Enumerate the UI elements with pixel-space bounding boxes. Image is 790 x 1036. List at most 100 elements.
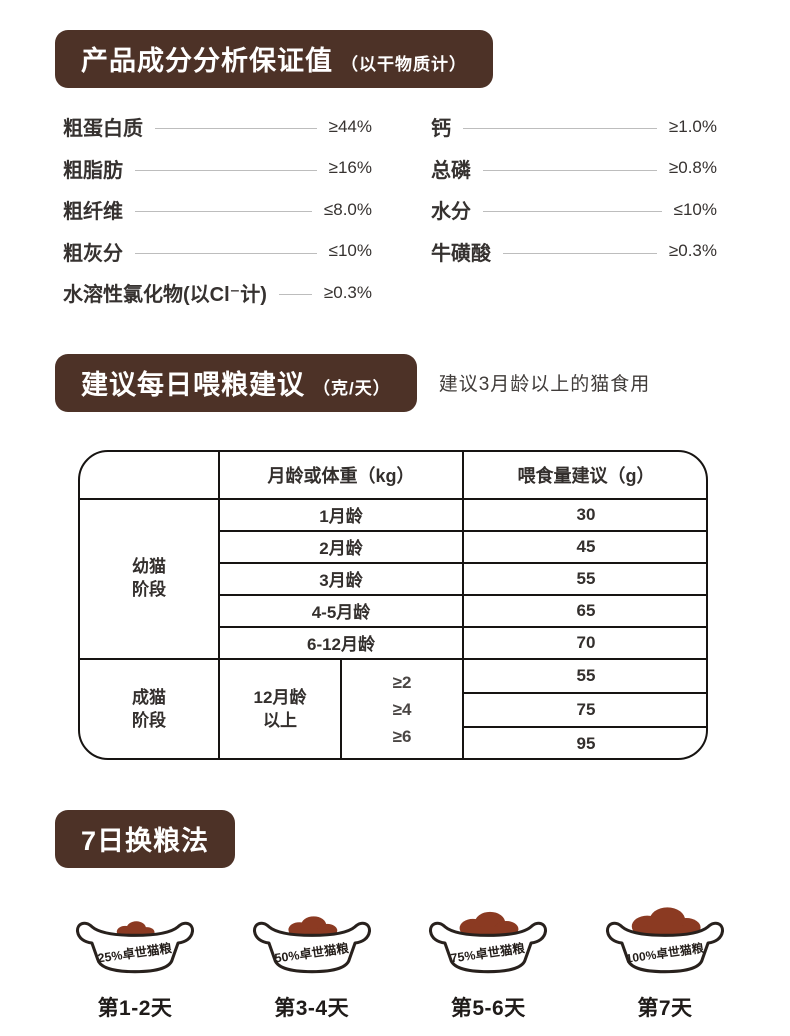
leader-line (278, 294, 312, 296)
pet-bowl-icon: 100%卓世猫粮 (606, 906, 724, 973)
age-line: 12月龄 (253, 687, 307, 707)
age-cell: 6-12月龄 (217, 625, 465, 660)
nutrient-label: 水溶性氯化物(以Cl⁻计) (63, 284, 267, 307)
table-header-row: 月龄或体重（kg） 喂食量建议（g） (80, 451, 706, 500)
nutrient-row-crude-fat: 粗脂肪 ≥16% (63, 148, 372, 190)
stage-line: 阶段 (132, 710, 166, 730)
stage-line: 阶段 (132, 579, 166, 599)
feeding-table: 月龄或体重（kg） 喂食量建议（g） 幼猫 阶段 1月龄 30 2月龄 45 3… (78, 449, 708, 760)
leader-line (463, 128, 657, 130)
adult-stage-cell: 成猫 阶段 (80, 657, 220, 758)
nutrient-row-chloride: 水溶性氯化物(以Cl⁻计) ≥0.3% (63, 272, 372, 314)
header-stage-cell (80, 451, 220, 500)
table-row: 成猫 阶段 12月龄 以上 ≥2 ≥4 ≥6 55 (80, 657, 706, 758)
feeding-note: 建议3月龄以上的猫食用 (438, 374, 651, 395)
nutrient-row-crude-protein: 粗蛋白质 ≥44% (63, 106, 372, 148)
bowl-outline (606, 921, 724, 973)
pet-bowl-icon: 75%卓世猫粮 (429, 911, 548, 973)
feeding-section: 建议每日喂粮建议 （克/天） 建议3月龄以上的猫食用 月龄或体重（kg） 喂食量… (0, 353, 790, 760)
weight-line: ≥6 (392, 727, 412, 747)
day-label: 第7天 (637, 996, 693, 1020)
table-row: 2月龄 45 (80, 529, 706, 564)
leader-line (155, 128, 317, 130)
nutrient-row-crude-fiber: 粗纤维 ≤8.0% (63, 189, 372, 231)
leader-line (135, 252, 317, 254)
nutrient-value: ≥0.3% (668, 241, 717, 261)
amount-cell: 55 (462, 561, 706, 596)
bowl-day-1-2: 25%卓世猫粮 第1-2天 (60, 898, 210, 1022)
nutrient-label: 粗脂肪 (63, 159, 123, 182)
table-row: 4-5月龄 65 (80, 593, 706, 628)
leader-line (503, 252, 657, 254)
feeding-table-grid: 月龄或体重（kg） 喂食量建议（g） 幼猫 阶段 1月龄 30 2月龄 45 3… (80, 451, 706, 758)
table-row: 6-12月龄 70 (80, 625, 706, 660)
header-age-weight-cell: 月龄或体重（kg） (217, 451, 465, 500)
nutrient-grid: 粗蛋白质 ≥44% 粗脂肪 ≥16% 粗纤维 ≤8.0% 粗灰分 ≤10% 水溶… (63, 106, 790, 314)
stage-line: 成猫 (132, 687, 166, 707)
nutrient-label: 粗纤维 (63, 201, 123, 224)
bowl-outline (252, 921, 371, 973)
leader-line (483, 169, 657, 171)
bowl-outline (76, 921, 194, 973)
nutrient-label: 粗蛋白质 (63, 118, 143, 141)
nutrient-row-phosphorus: 总磷 ≥0.8% (431, 148, 717, 190)
bowl-day-7: 100%卓世猫粮 第7天 (590, 898, 740, 1022)
nutrient-list-left: 粗蛋白质 ≥44% 粗脂肪 ≥16% 粗纤维 ≤8.0% 粗灰分 ≤10% 水溶… (63, 106, 372, 314)
weight-line: ≥4 (392, 699, 412, 719)
bowl-day-5-6: 75%卓世猫粮 第5-6天 (413, 898, 563, 1022)
day-label: 第3-4天 (274, 996, 350, 1020)
pet-bowl-icon: 25%卓世猫粮 (76, 920, 194, 973)
nutrient-label: 粗灰分 (63, 242, 123, 265)
nutrient-label: 水分 (431, 201, 471, 224)
nutrient-value: ≥0.3% (323, 282, 372, 302)
amount-cell: 30 (462, 497, 706, 532)
amount-cell: 55 (462, 657, 706, 694)
stage-line: 幼猫 (132, 556, 166, 576)
analysis-banner: 产品成分分析保证值 （以干物质计） (55, 30, 493, 88)
feeding-banner-row: 建议每日喂粮建议 （克/天） 建议3月龄以上的猫食用 (55, 353, 790, 412)
nutrient-value: ≤10% (328, 241, 372, 261)
age-cell: 2月龄 (217, 529, 465, 564)
nutrient-list-right: 钙 ≥1.0% 总磷 ≥0.8% 水分 ≤10% 牛磺酸 ≥0.3% (431, 106, 717, 314)
transition-banner-title: 7日换粮法 (81, 825, 210, 856)
amount-cell: 65 (462, 593, 706, 628)
age-cell: 3月龄 (217, 561, 465, 596)
age-line: 以上 (263, 710, 297, 730)
nutrient-value: ≥0.8% (668, 158, 717, 178)
transition-section: 7日换粮法 25%卓世猫粮 第1-2天 (0, 809, 790, 1022)
adult-age-cell: 12月龄 以上 (218, 657, 342, 758)
day-label: 第5-6天 (450, 996, 526, 1020)
bowl-day-3-4: 50%卓世猫粮 第3-4天 (237, 898, 387, 1022)
nutrient-value: ≥16% (328, 158, 372, 178)
adult-weights-cell: ≥2 ≥4 ≥6 (339, 657, 465, 758)
amount-cell: 70 (462, 625, 706, 660)
analysis-banner-title: 产品成分分析保证值 (81, 46, 333, 76)
bowls-row: 25%卓世猫粮 第1-2天 50%卓世猫粮 第3-4天 (60, 898, 740, 1022)
amount-cell: 75 (462, 691, 706, 728)
header-amount-cell: 喂食量建议（g） (462, 451, 706, 500)
nutrient-row-calcium: 钙 ≥1.0% (431, 106, 717, 148)
kibble-mound (631, 906, 701, 943)
table-row: 幼猫 阶段 1月龄 30 (80, 497, 706, 660)
age-cell: 1月龄 (217, 497, 465, 532)
weight-line: ≥2 (392, 672, 412, 692)
nutrient-value: ≥44% (328, 116, 372, 136)
nutrient-value: ≤8.0% (323, 199, 372, 219)
amount-cell: 95 (462, 725, 706, 758)
nutrient-label: 总磷 (431, 159, 471, 182)
amount-cell: 45 (462, 529, 706, 564)
bowl-outline (429, 921, 548, 973)
day-label: 第1-2天 (97, 996, 173, 1020)
table-row: 75 (80, 691, 706, 728)
nutrient-value: ≤10% (673, 199, 717, 219)
leader-line (135, 211, 312, 213)
leader-line (483, 211, 662, 213)
nutrient-value: ≥1.0% (668, 116, 717, 136)
leader-line (135, 169, 317, 171)
feeding-banner: 建议每日喂粮建议 （克/天） (55, 353, 417, 412)
age-cell: 4-5月龄 (217, 593, 465, 628)
table-row: 3月龄 55 (80, 561, 706, 596)
analysis-section: 产品成分分析保证值 （以干物质计） 粗蛋白质 ≥44% 粗脂肪 ≥16% 粗纤维… (0, 0, 790, 314)
table-row: 95 (80, 725, 706, 758)
feeding-banner-title: 建议每日喂粮建议 (81, 369, 305, 400)
